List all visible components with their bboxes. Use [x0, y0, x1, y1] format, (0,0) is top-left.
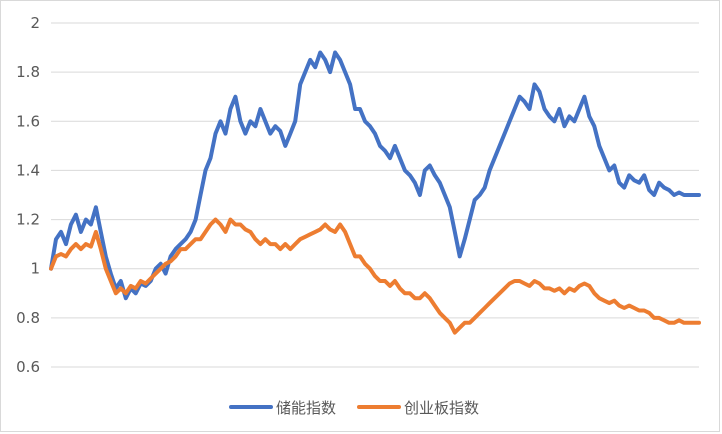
legend-label: 创业板指数 — [404, 399, 479, 417]
legend-item-chinext: 创业板指数 — [357, 399, 479, 417]
y-tick-label: 1.8 — [16, 63, 40, 81]
legend-label: 储能指数 — [276, 399, 336, 417]
y-tick-label: 1.2 — [16, 211, 40, 229]
y-tick-label: 0.8 — [16, 309, 40, 327]
series-line-chinext — [49, 217, 701, 335]
y-tick-label: 1.6 — [16, 112, 40, 130]
series-line-energy-storage — [49, 50, 701, 301]
y-tick-label: 0.6 — [16, 358, 40, 376]
y-axis-ticks: 0.6 0.8 1 1.2 1.4 1.6 1.8 2 — [16, 14, 40, 376]
y-tick-label: 1 — [30, 260, 40, 278]
y-tick-label: 1.4 — [16, 161, 40, 179]
legend-item-energy-storage: 储能指数 — [229, 399, 336, 417]
gridlines — [51, 22, 699, 368]
y-tick-label: 2 — [30, 14, 40, 32]
series-lines — [49, 50, 701, 335]
legend: 储能指数 创业板指数 — [229, 399, 479, 417]
